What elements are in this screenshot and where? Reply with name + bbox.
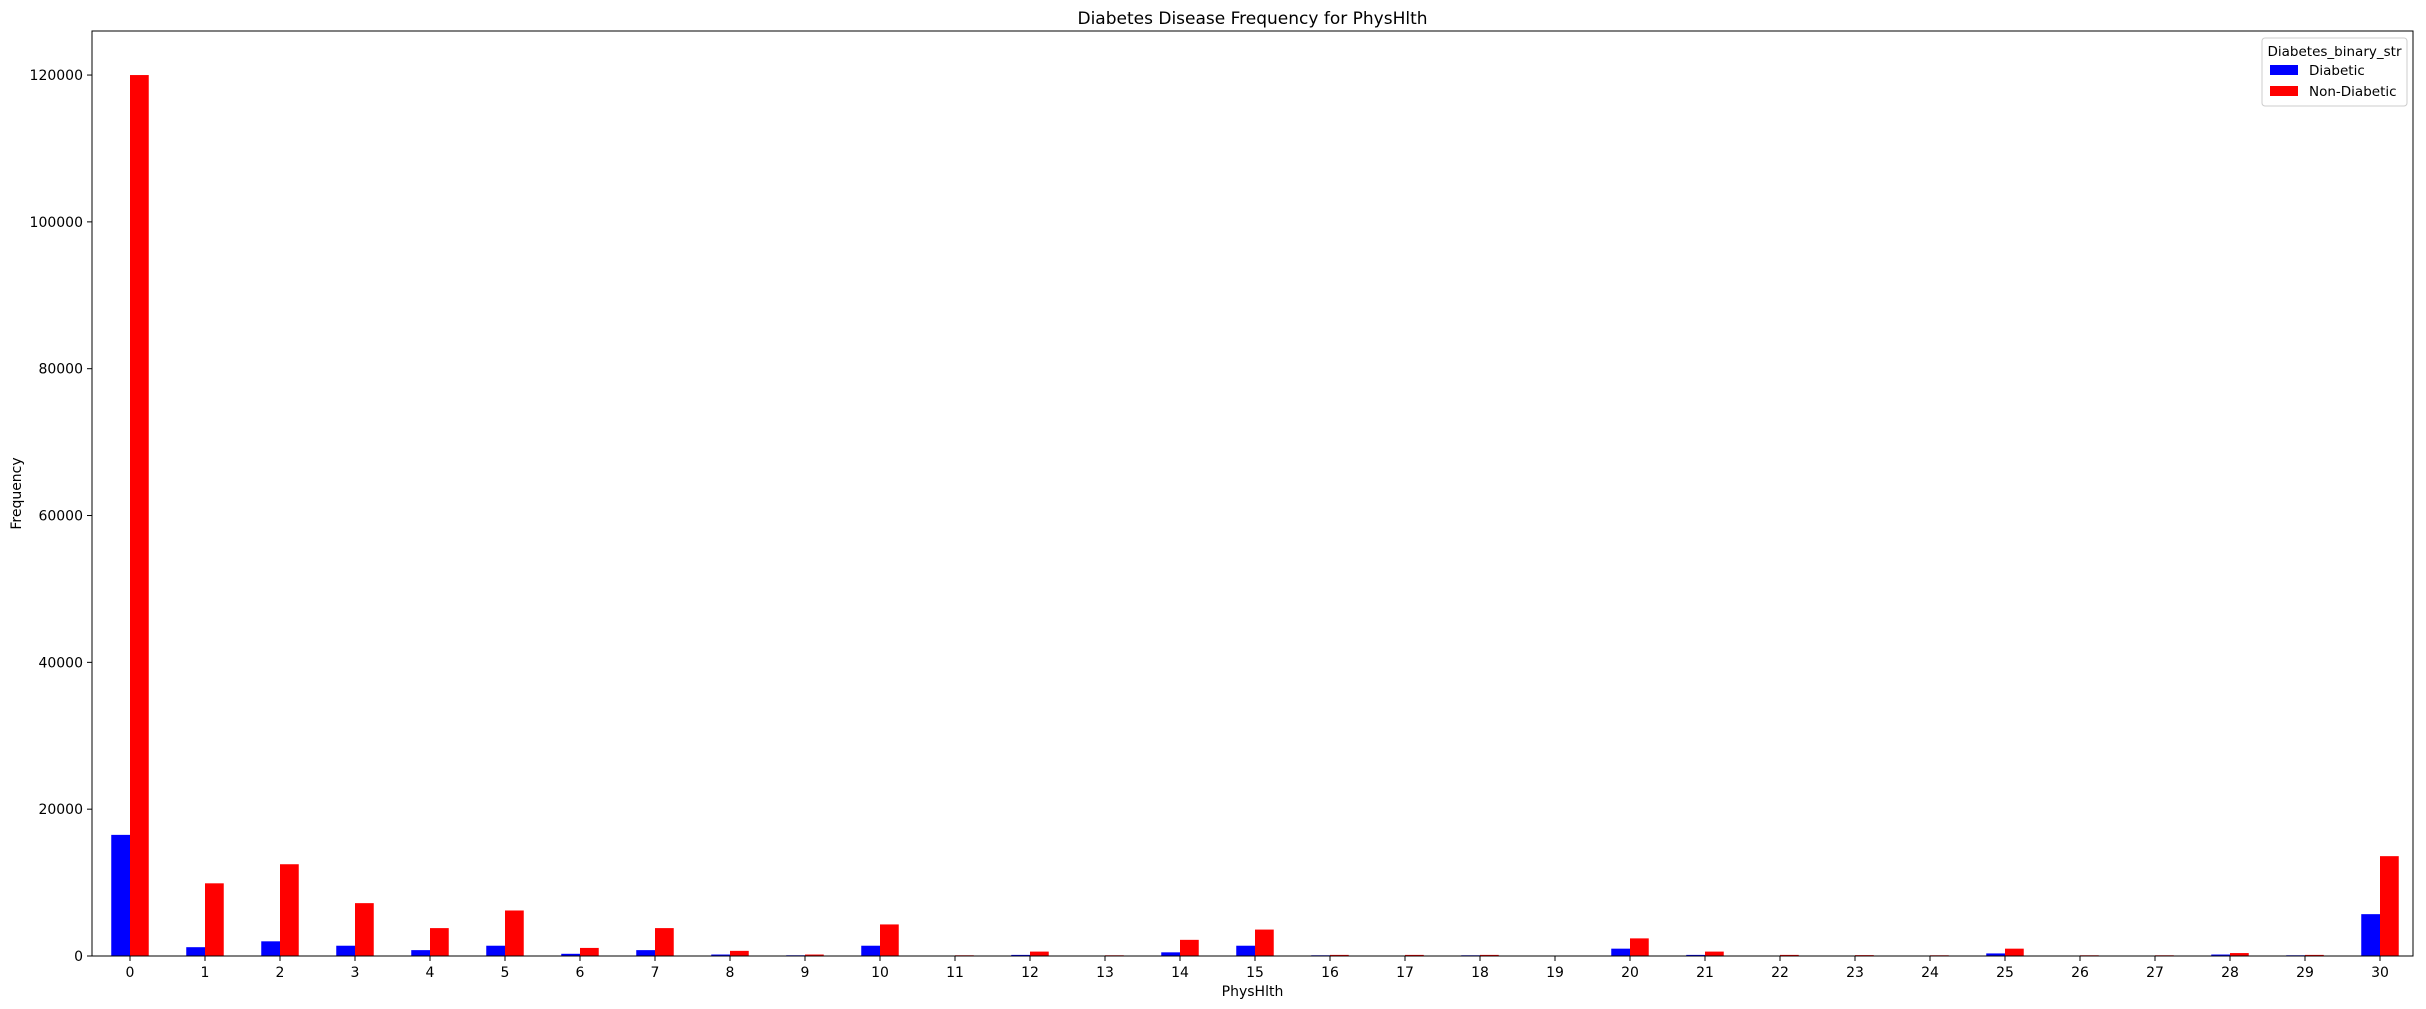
x-tick-label: 17 [1396, 965, 1414, 981]
bar-non-diabetic-1 [205, 883, 224, 956]
bar-diabetic-12 [1011, 954, 1030, 956]
x-tick-label: 27 [2146, 965, 2164, 981]
x-tick-label: 1 [201, 965, 210, 981]
bar-diabetic-4 [411, 950, 430, 956]
bar-diabetic-25 [1986, 953, 2005, 956]
bar-non-diabetic-30 [2380, 856, 2399, 956]
bar-diabetic-8 [711, 954, 730, 956]
bar-non-diabetic-18 [1480, 954, 1499, 956]
legend-title: Diabetes_binary_str [2268, 44, 2402, 60]
legend-label-diabetic: Diabetic [2309, 63, 2365, 79]
bar-diabetic-0 [111, 834, 130, 956]
bar-non-diabetic-3 [355, 903, 374, 956]
y-tick-label: 120000 [30, 68, 83, 84]
bar-non-diabetic-22 [1780, 954, 1799, 956]
y-tick-label: 0 [74, 949, 83, 965]
bars-layer [111, 75, 2399, 957]
x-tick-label: 5 [501, 965, 510, 981]
bar-non-diabetic-15 [1255, 929, 1274, 956]
bar-diabetic-14 [1161, 952, 1180, 956]
bar-non-diabetic-4 [430, 928, 449, 956]
bar-non-diabetic-8 [730, 950, 749, 956]
x-tick-label: 3 [351, 965, 360, 981]
bar-non-diabetic-5 [505, 910, 524, 956]
x-tick-label: 15 [1246, 965, 1264, 981]
bar-non-diabetic-10 [880, 924, 899, 956]
ticks-layer: 0 1 2 3 4 5 6 7 8 9 10 11 12 13 14 15 16 17 18 19 20 21 22 23 24… [30, 68, 2389, 981]
bar-diabetic-5 [486, 945, 505, 956]
bar-diabetic-21 [1686, 954, 1705, 956]
x-tick-label: 24 [1921, 965, 1939, 981]
bar-diabetic-1 [186, 947, 205, 956]
x-tick-label: 26 [2071, 965, 2089, 981]
bar-non-diabetic-2 [280, 864, 299, 956]
x-tick-label: 22 [1771, 965, 1789, 981]
y-tick-label: 100000 [30, 215, 83, 231]
bar-diabetic-15 [1236, 945, 1255, 956]
x-tick-label: 4 [426, 965, 435, 981]
x-tick-label: 23 [1846, 965, 1864, 981]
x-tick-label: 25 [1996, 965, 2014, 981]
x-tick-label: 30 [2371, 965, 2389, 981]
bar-diabetic-7 [636, 950, 655, 956]
x-tick-label: 7 [651, 965, 660, 981]
legend-frame [2261, 37, 2408, 107]
bar-non-diabetic-6 [580, 947, 599, 956]
legend-swatch-diabetic [2270, 65, 2298, 75]
bar-diabetic-6 [561, 953, 580, 956]
x-axis-label: PhysHlth [1222, 984, 1284, 1000]
bar-diabetic-3 [336, 945, 355, 956]
x-tick-label: 16 [1321, 965, 1339, 981]
y-tick-label: 80000 [38, 362, 83, 378]
bar-diabetic-10 [861, 945, 880, 956]
x-tick-label: 14 [1171, 965, 1189, 981]
legend: Diabetes_binary_str Diabetic Non-Diabeti… [2261, 37, 2408, 107]
bar-non-diabetic-29 [2305, 954, 2324, 956]
y-tick-label: 20000 [38, 802, 83, 818]
x-tick-label: 19 [1546, 965, 1564, 981]
bar-non-diabetic-9 [805, 954, 824, 956]
bar-diabetic-28 [2211, 954, 2230, 956]
x-tick-label: 28 [2221, 965, 2239, 981]
x-tick-label: 9 [801, 965, 810, 981]
x-tick-label: 18 [1471, 965, 1489, 981]
bar-non-diabetic-25 [2005, 948, 2024, 956]
x-tick-label: 8 [726, 965, 735, 981]
legend-swatch-non-diabetic [2270, 86, 2298, 96]
legend-label-non-diabetic: Non-Diabetic [2309, 84, 2397, 100]
bar-non-diabetic-16 [1330, 954, 1349, 956]
bar-non-diabetic-21 [1705, 951, 1724, 956]
bar-non-diabetic-17 [1405, 954, 1424, 956]
x-tick-label: 29 [2296, 965, 2314, 981]
bar-non-diabetic-0 [130, 75, 149, 957]
x-tick-label: 21 [1696, 965, 1714, 981]
y-tick-label: 40000 [38, 655, 83, 671]
x-tick-label: 12 [1021, 965, 1039, 981]
x-tick-label: 20 [1621, 965, 1639, 981]
bar-non-diabetic-14 [1180, 939, 1199, 956]
y-tick-label: 60000 [38, 509, 83, 525]
x-tick-label: 0 [126, 965, 135, 981]
bar-diabetic-2 [261, 941, 280, 956]
y-axis-label: Frequency [9, 457, 25, 529]
plot-frame [91, 30, 2414, 957]
chart-title: Diabetes Disease Frequency for PhysHlth [1077, 9, 1427, 29]
bar-diabetic-20 [1611, 948, 1630, 956]
x-tick-label: 11 [946, 965, 964, 981]
bar-non-diabetic-28 [2230, 953, 2249, 956]
bar-non-diabetic-12 [1030, 951, 1049, 956]
x-tick-label: 13 [1096, 965, 1114, 981]
bar-non-diabetic-7 [655, 928, 674, 956]
bar-non-diabetic-20 [1630, 938, 1649, 956]
x-tick-label: 2 [276, 965, 285, 981]
x-tick-label: 6 [576, 965, 585, 981]
bar-diabetic-30 [2361, 914, 2380, 956]
x-tick-label: 10 [871, 965, 889, 981]
